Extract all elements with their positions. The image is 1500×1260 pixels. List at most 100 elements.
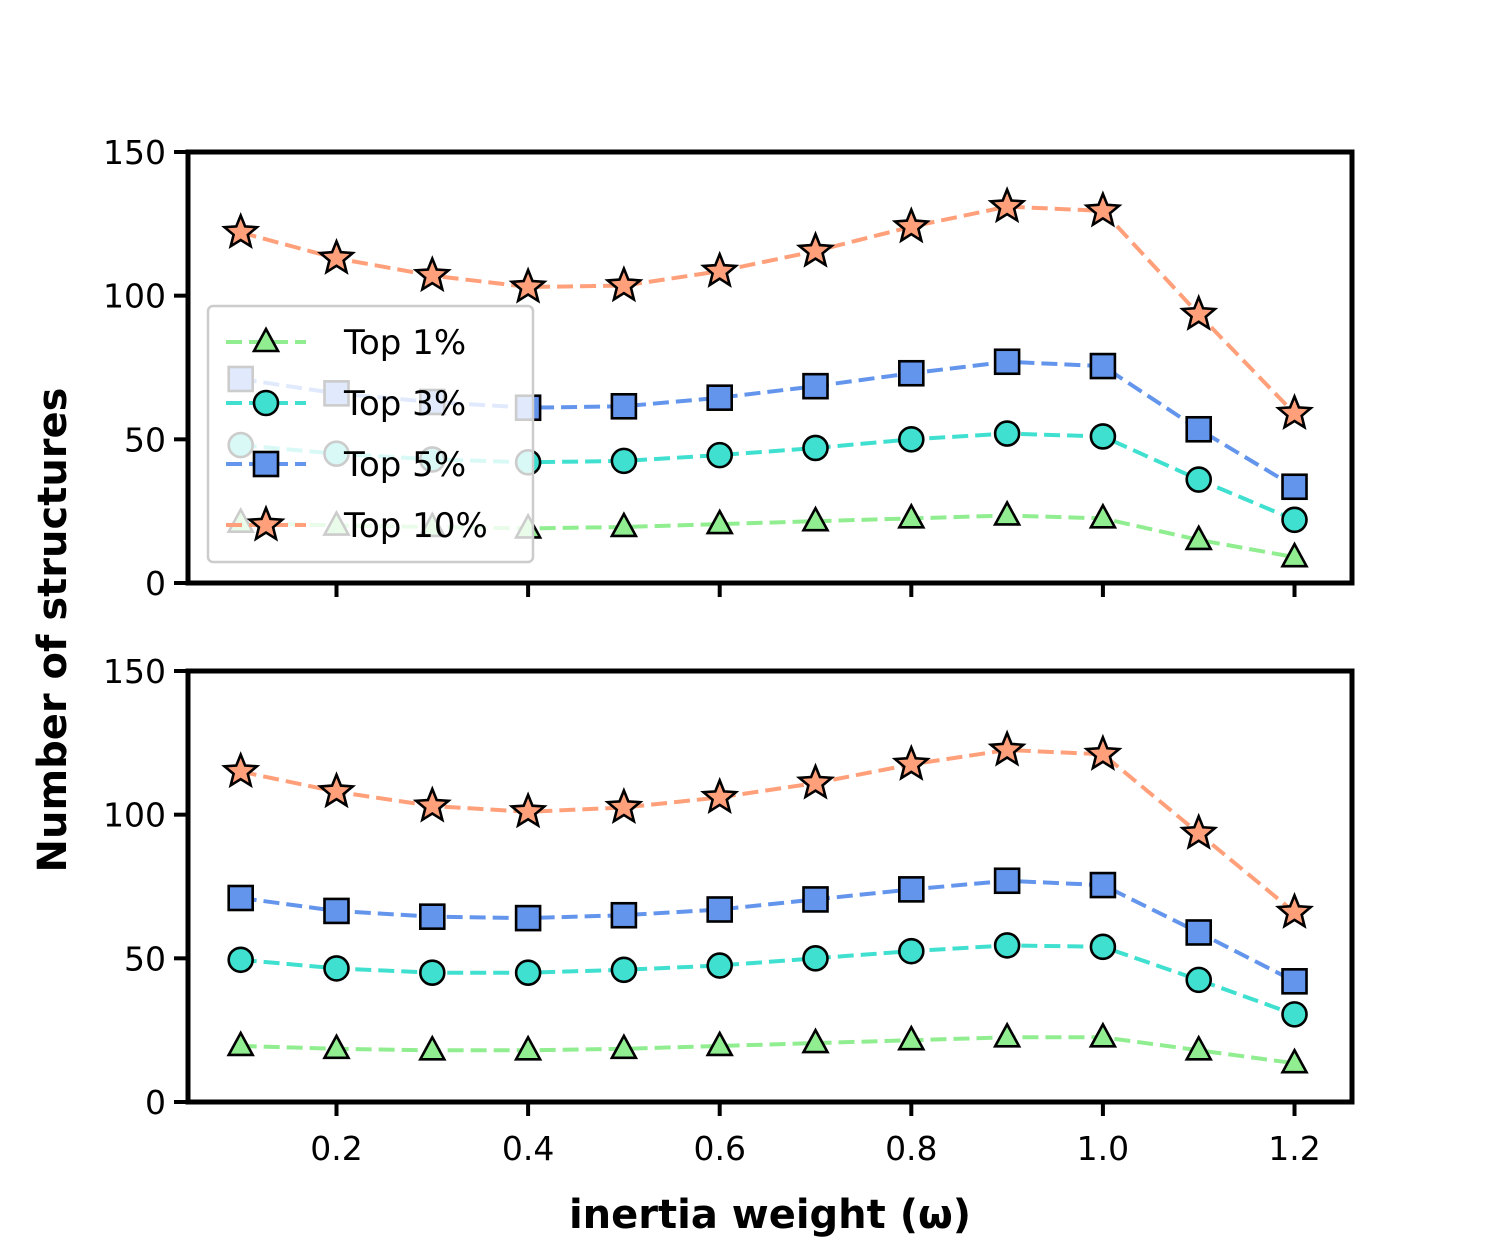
bottom-point-top-5 [610, 901, 638, 929]
top-point-top-10 [412, 255, 452, 293]
y-axis-label: Number of structures [30, 388, 76, 873]
top-point-top-10 [508, 266, 548, 304]
bottom-point-top-10 [316, 771, 357, 809]
bottom-y-tick-label: 100 [103, 796, 166, 835]
top-point-top-1 [609, 511, 639, 538]
bottom-point-top-1 [992, 1021, 1022, 1048]
bottom-point-top-1 [226, 1030, 255, 1057]
bottom-point-top-1 [1088, 1021, 1118, 1048]
bottom-series-line-top-5 [240, 878, 1296, 984]
bottom-point-top-3 [227, 946, 254, 974]
top-point-top-10 [700, 250, 740, 288]
top-point-top-5 [610, 392, 638, 420]
top-point-top-1 [801, 505, 830, 532]
bottom-point-top-10 [604, 787, 644, 825]
bottom-y-tick-label: 50 [124, 939, 166, 978]
top-y-tick-label: 0 [145, 564, 166, 603]
bottom-plot-frame [185, 668, 1355, 1105]
bottom-point-top-3 [323, 955, 350, 982]
legend: Top 1% Top 3% Top 5% Top 10% [206, 304, 535, 564]
x-tick-label: 0.4 [502, 1129, 554, 1168]
top-point-top-5 [706, 384, 734, 411]
top-series-line-top-5 [240, 359, 1296, 489]
bottom-point-top-3 [898, 937, 925, 965]
top-point-top-5 [1281, 473, 1308, 501]
legend-marker-top-1 [251, 326, 281, 353]
bottom-point-top-1 [1184, 1034, 1213, 1061]
top-point-top-3 [1089, 423, 1117, 450]
legend-marker-top-10 [246, 504, 286, 542]
bottom-series-line-top-1 [240, 1035, 1295, 1066]
bottom-point-top-10 [412, 785, 452, 823]
top-point-top-3 [802, 434, 829, 462]
top-point-top-5 [1089, 352, 1117, 380]
x-tick-label: 0.2 [310, 1129, 362, 1168]
top-panel: 0 50 100 150 [103, 133, 1355, 603]
bottom-point-top-1 [513, 1034, 543, 1061]
bottom-point-top-5 [706, 896, 734, 923]
top-point-top-5 [993, 348, 1021, 376]
legend-label-top-10: Top 10% [343, 506, 488, 546]
bottom-point-top-10 [508, 791, 548, 829]
top-point-top-5 [898, 359, 925, 387]
top-point-top-1 [1280, 541, 1309, 568]
x-tick-label: 0.6 [693, 1129, 745, 1168]
top-point-top-3 [706, 441, 734, 469]
bottom-point-top-3 [418, 959, 446, 987]
top-point-top-10 [795, 230, 836, 268]
bottom-point-top-5 [227, 884, 254, 912]
bottom-point-top-3 [802, 945, 829, 972]
bottom-point-top-10 [1083, 733, 1123, 771]
bottom-y-tick-label: 150 [103, 652, 166, 691]
x-tick-label: 1.0 [1077, 1129, 1129, 1168]
bottom-point-top-3 [1185, 966, 1213, 994]
top-point-top-3 [1281, 506, 1308, 534]
bottom-point-top-5 [993, 867, 1021, 895]
top-point-top-3 [610, 447, 638, 475]
top-plot-frame [185, 149, 1355, 586]
bottom-point-top-5 [1089, 871, 1117, 899]
top-point-top-10 [1275, 393, 1314, 431]
top-point-top-10 [987, 186, 1027, 224]
bottom-point-top-3 [1089, 933, 1117, 961]
bottom-point-top-3 [1281, 1001, 1308, 1028]
x-axis-label: inertia weight (ω) [569, 1192, 971, 1238]
legend-marker-top-3 [252, 389, 280, 417]
bottom-point-top-1 [801, 1027, 830, 1054]
top-y-tick-label: 150 [103, 133, 166, 172]
top-point-top-10 [1083, 190, 1123, 228]
bottom-point-top-5 [418, 903, 446, 930]
bottom-point-top-5 [898, 876, 925, 903]
legend-label-top-5: Top 5% [343, 445, 466, 485]
x-tick-label: 1.2 [1268, 1129, 1320, 1168]
legend-marker-top-5 [252, 450, 280, 478]
legend-box [206, 304, 535, 564]
bottom-point-top-3 [706, 952, 734, 979]
bottom-point-top-10 [795, 762, 836, 800]
top-y-tick-label: 100 [103, 277, 166, 316]
bottom-point-top-3 [993, 932, 1021, 959]
top-point-top-10 [604, 265, 644, 303]
top-series-line-top-10 [240, 204, 1296, 415]
bottom-point-top-1 [1280, 1047, 1309, 1074]
top-point-top-10 [891, 206, 931, 244]
x-tick-label: 0.8 [885, 1129, 937, 1168]
top-point-top-10 [221, 212, 261, 250]
top-point-top-3 [1185, 466, 1213, 493]
legend-label-top-1: Top 1% [343, 323, 466, 363]
bottom-point-top-10 [891, 743, 931, 781]
bottom-point-top-5 [1281, 968, 1308, 995]
top-point-top-3 [993, 420, 1021, 447]
bottom-y-tick-label: 0 [145, 1083, 166, 1122]
bottom-point-top-1 [418, 1034, 447, 1061]
top-point-top-1 [992, 499, 1022, 526]
bottom-point-top-5 [1185, 919, 1213, 946]
bottom-point-top-10 [221, 751, 261, 789]
bottom-point-top-1 [705, 1030, 734, 1057]
bottom-point-top-1 [322, 1033, 351, 1060]
top-point-top-3 [898, 426, 925, 453]
bottom-point-top-3 [610, 956, 638, 984]
top-point-top-1 [705, 508, 734, 535]
bottom-point-top-10 [1275, 891, 1314, 929]
